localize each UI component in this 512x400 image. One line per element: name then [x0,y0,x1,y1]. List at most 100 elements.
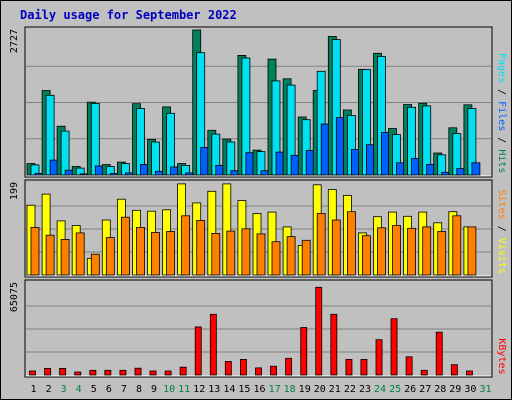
x-tick-label-8: 8 [136,384,142,395]
kbytes-panel-kbytes-bar-23 [360,358,368,376]
kbytes-panel-kbytes-bar-28 [435,331,443,376]
kbytes-panel-kbytes-bar-11 [179,366,187,376]
x-tick-label-12: 12 [193,384,205,395]
visits-panel-sites-bar-7 [121,216,130,276]
visits-panel-sites-bar-26 [407,227,417,276]
hits-panel-files-bar-10 [166,112,176,176]
hits-panel-series-label: Pages / Files / Hits [496,53,507,173]
visits-panel-sites-bar-23 [361,235,371,276]
visits-panel-sites-bar-24 [377,227,386,276]
kbytes-panel: 65075 KBytes [9,279,507,378]
visits-panel-sites-bar-3 [60,238,70,276]
kbytes-panel-kbytes-bar-15 [239,358,247,376]
x-tick-label-16: 16 [253,384,265,395]
x-tick-label-22: 22 [344,384,356,395]
x-tick-label-6: 6 [106,384,112,395]
hits-panel-series-label-part-0: Pages [496,53,507,83]
x-tick-label-9: 9 [151,384,157,395]
visits-panel-series-label-part-0: Sites [496,190,507,220]
x-tick-label-1: 1 [30,384,36,395]
x-tick-label-3: 3 [61,384,67,395]
hits-panel-files-bar-5 [90,103,100,176]
visits-panel-sites-bar-14 [226,230,236,276]
kbytes-panel-kbytes-bar-22 [345,358,353,376]
kbytes-panel-kbytes-bar-5 [89,369,97,376]
kbytes-panel-kbytes-bar-3 [59,367,67,376]
kbytes-panel-kbytes-bar-16 [255,367,262,376]
visits-panel-sites-bar-18 [286,236,296,276]
hits-panel: 2727 Pages / Files / Hits [9,26,507,178]
visits-panel-sites-bar-6 [105,237,115,276]
x-tick-label-31: 31 [479,384,491,395]
kbytes-panel-kbytes-bar-2 [44,367,52,376]
kbytes-panel-kbytes-bar-13 [209,313,217,376]
x-tick-label-13: 13 [208,384,220,395]
kbytes-panel-kbytes-bar-1 [29,370,36,376]
x-tick-label-30: 30 [464,384,476,395]
visits-panel-sites-bar-29 [452,215,462,276]
visits-panel-series-label-part-1: / [496,220,507,238]
visits-panel-sites-bar-20 [316,213,326,276]
kbytes-panel-kbytes-bar-10 [164,370,172,376]
kbytes-panel-ymax-label: 65075 [9,282,20,312]
visits-panel-sites-bar-21 [331,219,341,276]
hits-panel-series-label-part-2: Files [496,101,507,131]
kbytes-panel-kbytes-bar-18 [285,357,293,376]
visits-panel-sites-bar-1 [30,226,40,276]
kbytes-panel-series-label: KBytes [496,338,507,374]
x-tick-label-28: 28 [434,384,446,395]
x-tick-label-26: 26 [404,384,416,395]
kbytes-panel-kbytes-bar-9 [149,370,157,376]
hits-panel-series-label-part-1: / [496,83,507,101]
kbytes-panel-kbytes-bar-4 [74,371,82,376]
hits-panel-files-bar-9 [151,141,160,176]
x-tick-label-21: 21 [329,384,341,395]
visits-panel-sites-bar-28 [437,231,447,276]
x-tick-label-4: 4 [76,384,82,395]
kbytes-panel-kbytes-bar-12 [194,326,202,376]
visits-panel-sites-bar-27 [422,226,432,276]
visits-panel-sites-bar-16 [256,233,266,276]
kbytes-panel-kbytes-bar-8 [134,367,142,376]
hits-panel-files-bar-3 [60,130,70,176]
x-tick-label-18: 18 [284,384,296,395]
hits-panel-files-bar-14 [226,141,236,176]
visits-panel-sites-bar-13 [211,232,221,276]
x-tick-label-11: 11 [178,384,190,395]
visits-panel-sites-bar-11 [181,215,191,276]
x-tick-label-27: 27 [419,384,431,395]
visits-panel-sites-bar-2 [45,234,55,276]
visits-panel-sites-bar-25 [392,225,401,276]
kbytes-panel-kbytes-bar-21 [330,313,338,376]
visits-panel-sites-bar-12 [196,219,206,276]
x-tick-label-2: 2 [46,384,52,395]
kbytes-panel-kbytes-bar-17 [270,365,277,376]
x-tick-label-20: 20 [314,384,326,395]
x-tick-label-19: 19 [299,384,311,395]
x-tick-label-24: 24 [374,384,386,395]
visits-panel-sites-bar-9 [151,232,160,276]
visits-panel-sites-bar-17 [271,241,281,276]
x-tick-label-5: 5 [91,384,97,395]
kbytes-panel-kbytes-bar-30 [465,370,473,376]
visits-panel-sites-bar-10 [166,231,176,276]
hits-panel-pages-bar-30 [471,162,481,176]
x-tick-label-29: 29 [449,384,461,395]
x-tick-label-17: 17 [269,384,281,395]
x-tick-label-10: 10 [163,384,175,395]
visits-panel-sites-bar-8 [136,226,145,276]
kbytes-panel-series-label-part-0: KBytes [496,338,507,374]
chart-panels: 2727 Pages / Files / Hits 199 Sites / Visit… [9,26,507,378]
visits-panel-sites-bar-30 [467,226,477,276]
visits-panel-sites-bar-5 [90,253,100,276]
kbytes-panel-kbytes-bar-20 [315,286,323,376]
visits-panel-series-label: Sites / Visits [496,190,507,274]
chart-title: Daily usage for September 2022 [20,8,237,22]
visits-panel-sites-bar-4 [75,232,85,276]
kbytes-panel-kbytes-bar-29 [450,364,458,376]
kbytes-panel-kbytes-bar-25 [390,318,398,376]
kbytes-panel-kbytes-bar-26 [405,356,413,376]
x-tick-label-14: 14 [223,384,235,395]
x-tick-label-25: 25 [389,384,401,395]
